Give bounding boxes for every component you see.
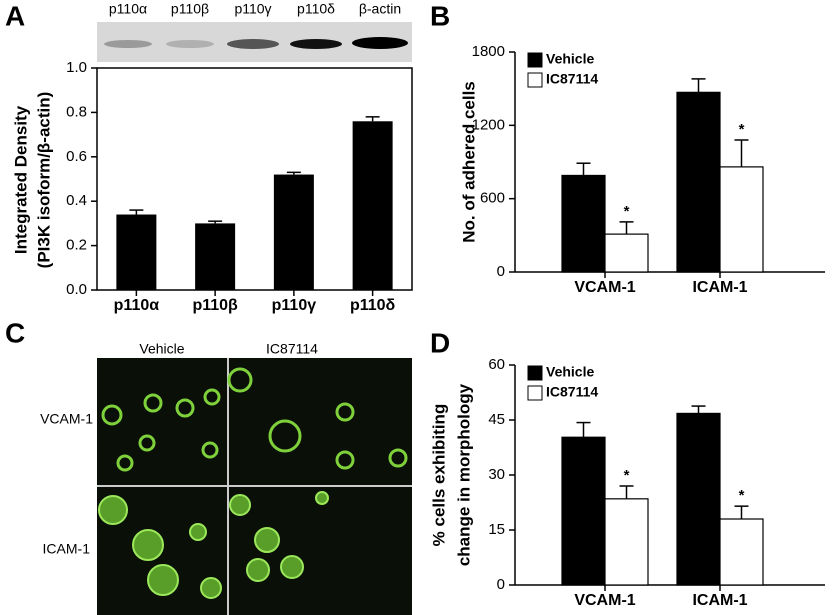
panel-label: D — [430, 327, 450, 358]
x-tick-label: p110γ — [272, 297, 317, 314]
blot-lane-label: p110δ — [297, 1, 335, 17]
micrograph-row-label: ICAM-1 — [43, 541, 91, 557]
blot — [97, 22, 412, 62]
y-tick-label: 0 — [497, 576, 505, 593]
bar — [719, 518, 764, 586]
bar — [676, 91, 721, 273]
y-tick-label: 0.4 — [66, 192, 87, 209]
bar — [273, 174, 314, 290]
significance-marker: * — [624, 203, 630, 220]
y-tick-label: 15 — [488, 521, 505, 538]
y-tick-label: 60 — [488, 356, 505, 373]
bar — [604, 498, 649, 586]
bar — [561, 174, 606, 273]
y-tick-label: 1200 — [472, 116, 505, 133]
legend-label: Vehicle — [546, 364, 594, 380]
blot-lane-label: p110α — [109, 1, 147, 17]
bar — [719, 166, 764, 273]
micrograph-row-label: VCAM-1 — [40, 411, 93, 427]
y-tick-label: 1800 — [472, 43, 505, 60]
y-tick-label: 0.6 — [66, 148, 87, 165]
y-tick-label: 45 — [488, 411, 505, 428]
x-tick-label: ICAM-1 — [692, 279, 747, 296]
bar — [676, 412, 721, 586]
y-tick-label: 1.0 — [66, 59, 87, 76]
y-tick-label: 600 — [480, 190, 505, 207]
y-axis-label: % cells exhibiting — [429, 404, 448, 547]
panel-label: B — [430, 0, 450, 31]
y-axis-label: Integrated Density — [11, 105, 30, 254]
significance-marker: * — [739, 121, 745, 138]
micrograph-column-label: IC87114 — [266, 341, 318, 357]
legend-swatch — [527, 385, 543, 401]
legend-label: IC87114 — [546, 384, 598, 400]
bar — [352, 121, 393, 290]
x-tick-label: ICAM-1 — [692, 592, 747, 609]
bar — [195, 223, 236, 290]
y-tick-label: 30 — [488, 466, 505, 483]
y-tick-label: 0.8 — [66, 103, 87, 120]
y-tick-label: 0 — [497, 263, 505, 280]
blot-lane-label: β-actin — [359, 1, 401, 17]
y-tick-label: 0.2 — [66, 237, 87, 254]
bar — [561, 436, 606, 586]
bar — [604, 233, 649, 273]
legend-swatch — [527, 365, 543, 381]
y-axis-label: change in morphology — [454, 383, 473, 566]
y-axis-label: No. of adhered cells — [459, 81, 478, 243]
panel-label: C — [5, 317, 25, 348]
x-tick-label: p110δ — [350, 297, 396, 314]
y-tick-label: 0.0 — [66, 281, 87, 298]
micrograph — [97, 358, 412, 615]
x-tick-label: VCAM-1 — [574, 592, 635, 609]
significance-marker: * — [739, 487, 745, 504]
legend-swatch — [527, 72, 543, 88]
x-tick-label: VCAM-1 — [574, 279, 635, 296]
plot-frame — [96, 67, 413, 291]
bar — [116, 214, 157, 290]
legend-swatch — [527, 52, 543, 68]
blot-lane-label: p110β — [171, 1, 209, 17]
significance-marker: * — [624, 467, 630, 484]
legend-label: IC87114 — [546, 71, 598, 87]
x-tick-label: p110β — [192, 297, 238, 314]
panel-label: A — [5, 0, 25, 31]
y-axis-label: (PI3K isoform/β-actin) — [34, 92, 53, 269]
legend-label: Vehicle — [546, 51, 594, 67]
blot-lane-label: p110γ — [234, 1, 271, 17]
micrograph-column-label: Vehicle — [139, 341, 184, 357]
x-tick-label: p110α — [114, 297, 160, 314]
